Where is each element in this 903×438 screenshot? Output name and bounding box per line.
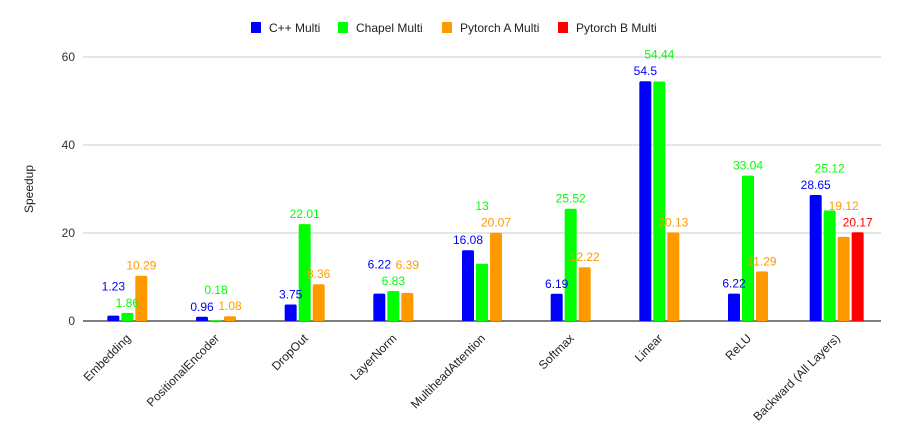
legend-label: Chapel Multi — [356, 21, 423, 35]
bar — [578, 267, 591, 321]
data-label: 33.04 — [733, 159, 763, 173]
x-tick-label: PositionalEncoder — [144, 331, 222, 409]
legend-label: C++ Multi — [269, 21, 320, 35]
bar — [387, 290, 400, 321]
data-label: 25.52 — [556, 192, 586, 206]
bar — [756, 271, 768, 321]
bar — [728, 293, 740, 321]
bar — [462, 250, 474, 321]
data-label: 1.08 — [218, 299, 242, 313]
data-label: 19.12 — [829, 199, 859, 213]
bar — [653, 81, 666, 322]
bar — [851, 232, 864, 321]
x-tick-label: Embedding — [81, 331, 134, 384]
bar — [121, 312, 134, 321]
x-tick-label: Linear — [632, 331, 665, 364]
bar — [742, 175, 754, 321]
data-label: 54.44 — [644, 47, 674, 61]
bar — [823, 210, 836, 321]
data-label: 28.65 — [801, 178, 831, 192]
data-label: 6.22 — [368, 258, 392, 272]
data-label: 54.5 — [634, 64, 658, 78]
legend-swatch — [251, 22, 261, 33]
data-label: 20.17 — [843, 215, 873, 229]
bar — [837, 236, 850, 321]
data-label: 8.36 — [307, 267, 331, 281]
bar — [373, 293, 386, 321]
data-label: 3.75 — [279, 288, 303, 302]
legend-label: Pytorch B Multi — [576, 21, 657, 35]
y-tick-label: 20 — [62, 226, 76, 240]
data-label: 25.12 — [815, 161, 845, 175]
x-tick-label: Backward (All Layers) — [750, 331, 842, 423]
bar — [196, 316, 208, 321]
y-tick-label: 40 — [62, 138, 76, 152]
data-label: 0.18 — [204, 283, 228, 297]
bar — [135, 275, 148, 321]
bar — [490, 232, 502, 321]
x-tick-label: Softmax — [536, 331, 577, 372]
y-tick-label: 60 — [62, 50, 76, 64]
legend-label: Pytorch A Multi — [460, 21, 539, 35]
legend-swatch — [338, 22, 348, 33]
legend-swatch — [558, 22, 568, 33]
data-label: 6.19 — [545, 277, 569, 291]
data-label: 0.96 — [190, 300, 214, 314]
bar — [809, 194, 822, 321]
bar — [210, 320, 222, 321]
bar — [476, 263, 488, 321]
y-tick-label: 0 — [68, 314, 75, 328]
bar — [639, 81, 652, 321]
bar — [298, 224, 311, 321]
data-label: 13 — [475, 199, 489, 213]
data-label: 10.29 — [126, 259, 156, 273]
bar — [107, 315, 120, 321]
x-tick-label: ReLU — [723, 331, 755, 363]
data-label: 12.22 — [570, 250, 600, 264]
data-label: 6.39 — [396, 258, 420, 272]
data-label: 6.22 — [722, 277, 746, 291]
data-label: 16.08 — [453, 233, 483, 247]
legend-swatch — [442, 22, 452, 33]
bar — [284, 304, 297, 321]
data-label: 1.86 — [116, 296, 140, 310]
x-tick-label: LayerNorm — [348, 331, 400, 383]
data-label: 1.23 — [102, 280, 126, 294]
bar — [550, 293, 563, 321]
bar — [312, 284, 325, 321]
data-label: 20.07 — [481, 216, 511, 230]
x-tick-label: DropOut — [269, 331, 311, 373]
x-tick-label: MultiheadAttention — [408, 331, 488, 411]
bar — [401, 292, 414, 321]
data-label: 22.01 — [290, 207, 320, 221]
bar — [224, 316, 236, 321]
data-label: 6.83 — [382, 274, 406, 288]
y-axis-label: Speedup — [22, 165, 36, 213]
data-label: 11.29 — [747, 254, 776, 268]
data-label: 20.13 — [658, 215, 688, 229]
bar — [667, 232, 680, 321]
bar — [564, 208, 577, 321]
